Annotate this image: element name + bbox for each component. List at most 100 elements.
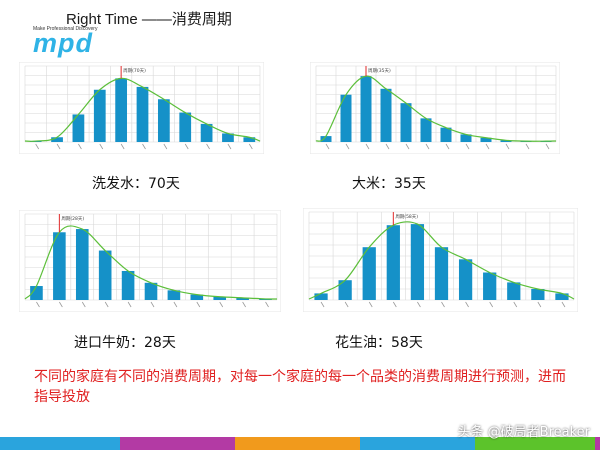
bar (51, 137, 63, 142)
chart-svg: 周期(35天) (310, 62, 560, 154)
bar (167, 290, 181, 300)
cycle-marker-label: 周期(28天) (61, 216, 84, 222)
x-tick (242, 301, 246, 308)
oil-caption: 花生油：58天 (335, 335, 423, 351)
x-tick (78, 143, 82, 150)
bar (190, 294, 204, 300)
chart-frame (310, 62, 560, 154)
chart-svg: 周期(70天) (19, 62, 264, 154)
x-tick (163, 143, 168, 150)
bar (386, 225, 400, 300)
x-tick (142, 143, 146, 150)
x-tick (425, 143, 430, 150)
footer-color-segment (360, 437, 475, 450)
x-tick (184, 143, 189, 150)
x-tick (489, 301, 494, 308)
bar (338, 280, 352, 300)
chart-svg: 周期(28天) (19, 210, 281, 312)
x-tick (441, 301, 445, 308)
x-tick (99, 143, 104, 150)
bar (53, 232, 66, 300)
x-tick (206, 143, 210, 150)
x-tick (120, 143, 125, 150)
page-title: Right Time ——消费周期 (66, 11, 232, 28)
x-tick (81, 301, 86, 308)
x-tick (561, 301, 566, 308)
bar (179, 112, 192, 142)
bar (483, 272, 497, 300)
formula-cycle-chart: 周期(28天) (19, 210, 281, 312)
bar (400, 103, 412, 142)
x-tick (325, 143, 330, 150)
bar (410, 224, 425, 300)
bar (480, 137, 492, 142)
x-tick (127, 301, 132, 308)
x-tick (248, 143, 253, 150)
bar (157, 99, 170, 142)
shampoo-caption: 洗发水：70天 (92, 176, 180, 192)
bar (75, 229, 89, 300)
x-tick (219, 301, 224, 308)
x-tick (465, 301, 469, 308)
bar (200, 123, 213, 142)
x-tick (150, 301, 155, 308)
x-tick (368, 301, 373, 308)
x-tick (173, 301, 178, 308)
bar (360, 76, 372, 142)
x-tick (537, 301, 542, 308)
x-tick (465, 143, 470, 150)
rice-cycle-chart: 周期(35天) (310, 62, 560, 154)
x-tick (417, 301, 421, 308)
chart-svg: 周期(58天) (303, 208, 578, 312)
bar (213, 296, 227, 300)
x-tick (513, 301, 518, 308)
x-tick (104, 301, 109, 308)
rice-caption: 大米：35天 (352, 176, 426, 192)
bar (458, 259, 473, 300)
x-tick (485, 143, 490, 150)
logo-tagline: Make Professional Discovery (33, 26, 98, 32)
x-tick (36, 301, 40, 308)
bar (144, 282, 158, 300)
bar (555, 293, 569, 300)
bar (222, 133, 234, 142)
bar (440, 127, 452, 142)
footer-color-segment (120, 437, 235, 450)
bar (380, 88, 392, 142)
trend-curve (308, 221, 575, 300)
bar (30, 286, 43, 300)
bar (314, 293, 328, 300)
x-tick (196, 301, 201, 308)
x-tick (392, 301, 397, 308)
footer-color-segment (595, 437, 600, 450)
bar (460, 134, 472, 142)
shampoo-cycle-chart: 周期(70天) (19, 62, 264, 154)
footer-color-segment (235, 437, 360, 450)
bar (115, 78, 128, 142)
footer-color-bar (0, 437, 600, 450)
bar (500, 140, 512, 142)
oil-cycle-chart: 周期(58天) (303, 208, 578, 312)
x-tick (265, 301, 269, 308)
bar (340, 94, 352, 142)
x-tick (525, 143, 530, 150)
logo-text: mpd (33, 28, 93, 58)
trend-curve (315, 75, 557, 142)
bar (420, 118, 432, 142)
bar (121, 270, 135, 300)
bar (362, 247, 376, 300)
footer-color-segment (475, 437, 595, 450)
bar (531, 289, 545, 300)
watermark: 头条 @破局者Breaker (457, 425, 590, 440)
x-tick (545, 143, 550, 150)
formula-caption: 进口牛奶：28天 (74, 335, 176, 351)
x-tick (365, 143, 370, 150)
bar (72, 114, 85, 142)
x-tick (227, 143, 232, 150)
cycle-marker-label: 周期(70天) (123, 68, 146, 74)
x-tick (505, 143, 510, 150)
x-tick (344, 301, 349, 308)
bar (136, 86, 149, 142)
x-tick (56, 143, 61, 150)
cycle-marker-label: 周期(35天) (368, 68, 391, 74)
